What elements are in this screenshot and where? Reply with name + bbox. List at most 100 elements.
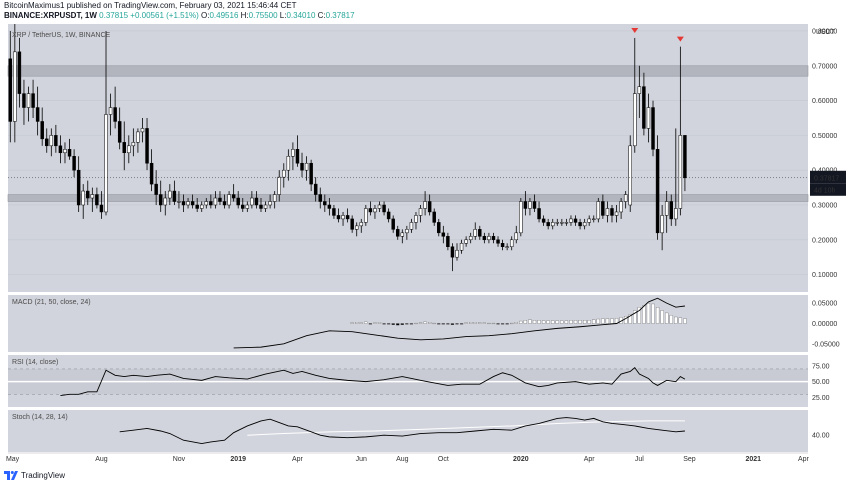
macd-line: [233, 297, 685, 349]
macd-histogram-bar: [642, 305, 646, 324]
candle-body: [678, 135, 683, 209]
candle-body: [546, 222, 550, 227]
candle-body: [596, 201, 601, 220]
candle-body: [40, 121, 44, 140]
candle-body: [368, 208, 373, 213]
macd-histogram-bar: [441, 323, 445, 325]
candle-body: [291, 149, 295, 157]
macd-histogram-bar: [519, 320, 523, 324]
candle-body: [136, 131, 140, 143]
time-axis-tick-label: 2020: [513, 456, 529, 463]
candle-body: [163, 197, 167, 206]
macd-histogram-bar: [624, 316, 628, 324]
candle-body: [117, 121, 122, 143]
last-price-label: 0.37817: [814, 175, 839, 182]
candle-body: [145, 128, 149, 164]
candle-body: [204, 201, 209, 206]
macd-axis-tick-label: -0.05000: [812, 341, 840, 348]
macd-histogram-bar: [514, 322, 518, 324]
candle-body: [482, 236, 487, 241]
macd-histogram-bar: [409, 323, 414, 325]
candle-body: [582, 222, 587, 227]
macd-histogram-bar: [578, 320, 582, 324]
candle-body: [377, 204, 382, 209]
candle-body: [149, 162, 154, 185]
symbol-name: BINANCE:XRPUSDT, 1W: [4, 11, 97, 20]
candle-body: [523, 201, 528, 209]
candle-body: [272, 194, 277, 202]
macd-histogram-bar: [523, 320, 528, 324]
macd-histogram-bar: [669, 315, 673, 324]
candle-body: [496, 239, 500, 244]
candle-body: [13, 51, 17, 122]
candle-body: [8, 58, 13, 122]
time-axis-tick-label: Jun: [356, 456, 367, 463]
macd-histogram-bar: [569, 320, 573, 324]
candle-body: [359, 222, 364, 227]
candle-body: [437, 222, 441, 234]
candle-body: [95, 194, 99, 206]
candle-body: [450, 246, 455, 258]
candle-body: [459, 243, 464, 251]
candle-body: [382, 204, 386, 213]
candle-body: [99, 204, 104, 213]
chart-area[interactable]: 0.100000.200000.300000.400000.500000.600…: [0, 22, 850, 464]
stoch-axis-tick-label: 40.00: [812, 433, 830, 440]
publish-info: BitcoinMaximus1 published on TradingView…: [4, 1, 297, 10]
candle-body: [555, 222, 560, 224]
candle-body: [26, 93, 31, 108]
price-axis-tick-label: 0.60000: [812, 98, 837, 105]
macd-histogram-bar: [587, 320, 591, 324]
stoch-pane-title: Stoch (14, 28, 14): [12, 414, 68, 421]
high-label: H:: [240, 11, 249, 20]
candle-body: [263, 204, 268, 209]
macd-histogram-bar: [368, 323, 373, 325]
candle-body: [446, 236, 450, 248]
price-axis-tick-label: 0.50000: [812, 133, 837, 140]
candle-body: [427, 201, 432, 213]
footer-brand: TradingView: [21, 471, 66, 480]
macd-histogram-bar: [596, 318, 600, 324]
candle-body: [127, 145, 131, 154]
signal-arrow-icon: [676, 36, 684, 42]
candle-body: [309, 162, 313, 185]
candle-body: [231, 194, 236, 199]
candle-body: [113, 107, 117, 122]
time-axis-tick-label: Apr: [292, 456, 304, 463]
macd-histogram-bar: [432, 322, 436, 325]
macd-pane-title: MACD (21, 50, close, 24): [12, 299, 91, 306]
candle-body: [350, 218, 354, 230]
candle-body: [623, 194, 628, 202]
macd-histogram-bar: [532, 320, 537, 324]
candle-body: [655, 149, 660, 234]
candle-body: [172, 190, 177, 202]
macd-histogram-bar: [674, 316, 678, 324]
macd-histogram-bar: [414, 322, 418, 325]
time-axis-tick-label: Aug: [95, 456, 108, 463]
open-value: 0.49516: [209, 11, 239, 20]
candle-body: [669, 201, 673, 220]
candle-body: [473, 229, 477, 237]
low-value: 0.34010: [286, 11, 316, 20]
resistance-zone: [7, 65, 809, 77]
candle-body: [323, 201, 327, 206]
price-axis-background: [808, 22, 850, 464]
macd-histogram-bar: [487, 322, 491, 325]
candle-body: [254, 197, 259, 206]
macd-histogram-bar: [637, 307, 641, 324]
candle-body: [537, 208, 541, 220]
candle-body: [218, 197, 222, 202]
macd-histogram-bar: [469, 322, 473, 324]
macd-histogram-bar: [683, 318, 687, 324]
macd-histogram-bar: [455, 323, 459, 325]
low-label: L:: [279, 11, 287, 20]
candle-body: [76, 169, 81, 206]
candle-body: [614, 211, 619, 216]
candle-body: [31, 93, 35, 108]
candle-body: [227, 194, 231, 206]
macd-histogram-bar: [633, 310, 637, 324]
candle-body: [560, 222, 564, 224]
candle-body: [213, 197, 218, 206]
candle-body: [550, 222, 555, 227]
candle-body: [313, 183, 318, 195]
